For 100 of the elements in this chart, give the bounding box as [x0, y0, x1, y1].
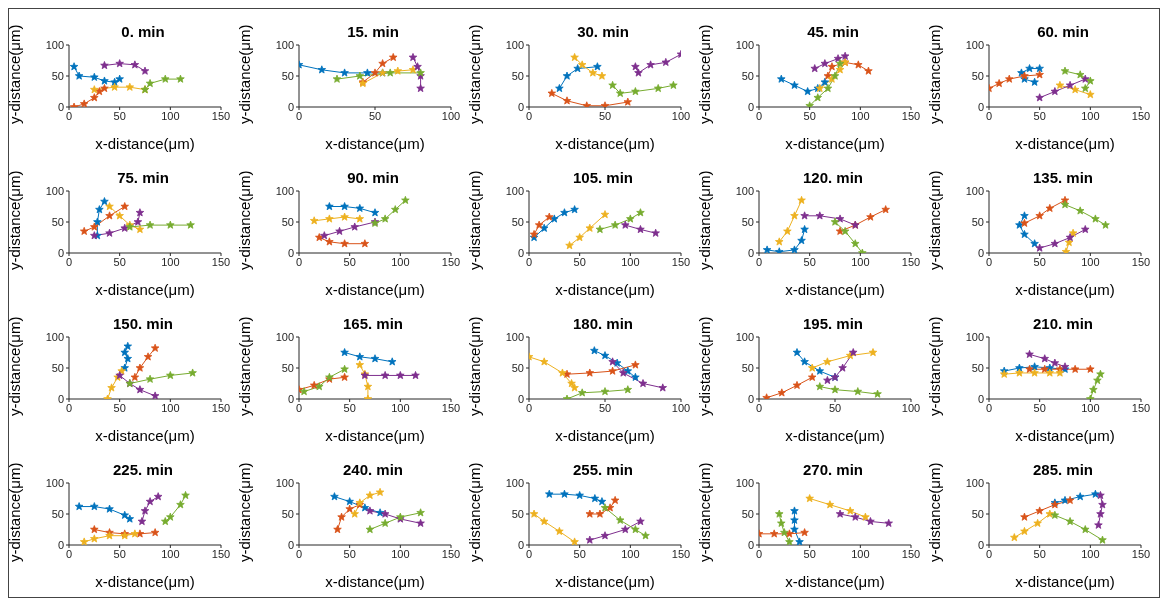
chart-title: 75. min [116, 169, 170, 186]
y-tick-label: 100 [275, 330, 294, 343]
chart-title: 225. min [112, 461, 174, 478]
y-tick-label: 50 [511, 215, 524, 228]
y-tick-label: 100 [45, 476, 64, 489]
x-tick-label: 100 [671, 109, 691, 122]
y-tick-label: 50 [741, 215, 754, 228]
y-tick-label: 100 [735, 330, 754, 343]
x-axis-title: x-distance(μm) [785, 135, 885, 152]
y-tick-label: 100 [965, 330, 984, 343]
y-tick-label: 0 [57, 392, 64, 405]
x-tick-label: 150 [441, 255, 461, 268]
x-tick-label: 50 [343, 547, 356, 560]
x-axis-title: x-distance(μm) [95, 135, 195, 152]
x-tick-label: 50 [113, 401, 126, 414]
x-tick-label: 150 [1131, 255, 1151, 268]
chart-title: 90. min [346, 169, 400, 186]
y-axis-title: y-distance(μm) [6, 24, 24, 124]
y-tick-label: 50 [741, 361, 754, 374]
y-axis-title: y-distance(μm) [236, 170, 254, 270]
chart-title: 120. min [802, 169, 864, 186]
x-axis-title: x-distance(μm) [95, 573, 195, 590]
x-tick-label: 150 [441, 547, 461, 560]
x-tick-label: 0 [985, 255, 993, 268]
y-axis-title: y-distance(μm) [466, 24, 484, 124]
x-tick-label: 100 [851, 547, 870, 560]
x-tick-label: 150 [211, 401, 231, 414]
x-tick-label: 50 [113, 547, 126, 560]
x-axis-title: x-distance(μm) [1015, 573, 1115, 590]
x-axis-title: x-distance(μm) [1015, 135, 1115, 152]
y-tick-label: 100 [505, 476, 524, 489]
x-tick-label: 100 [391, 401, 410, 414]
y-tick-label: 0 [977, 246, 984, 259]
chart-title: 165. min [342, 315, 404, 332]
x-tick-label: 100 [621, 255, 640, 268]
x-axis-title: x-distance(μm) [785, 427, 885, 444]
chart-title: 270. min [802, 461, 864, 478]
y-tick-label: 50 [511, 507, 524, 520]
chart-title: 180. min [572, 315, 634, 332]
x-tick-label: 0 [295, 401, 303, 414]
x-tick-label: 150 [901, 255, 921, 268]
x-tick-label: 100 [441, 109, 461, 122]
y-tick-label: 50 [51, 69, 64, 82]
y-axis-title: y-distance(μm) [696, 462, 714, 562]
y-tick-label: 0 [517, 246, 524, 259]
x-tick-label: 150 [1131, 401, 1151, 414]
y-axis-title: y-distance(μm) [236, 316, 254, 416]
x-tick-label: 150 [901, 547, 921, 560]
x-axis-title: x-distance(μm) [555, 427, 655, 444]
x-tick-label: 150 [211, 547, 231, 560]
chart-title: 240. min [342, 461, 404, 478]
y-tick-label: 100 [735, 476, 754, 489]
y-tick-label: 50 [971, 215, 984, 228]
x-axis-title: x-distance(μm) [95, 427, 195, 444]
y-tick-label: 100 [275, 184, 294, 197]
y-tick-label: 100 [45, 184, 64, 197]
x-tick-label: 100 [1081, 547, 1100, 560]
y-tick-label: 100 [505, 330, 524, 343]
x-tick-label: 100 [851, 255, 870, 268]
y-tick-label: 0 [287, 246, 294, 259]
x-tick-label: 150 [211, 255, 231, 268]
y-tick-label: 0 [747, 392, 754, 405]
y-axis-title: y-distance(μm) [236, 462, 254, 562]
y-tick-label: 100 [505, 38, 524, 51]
x-tick-label: 0 [295, 255, 303, 268]
x-tick-label: 150 [441, 401, 461, 414]
x-tick-label: 100 [671, 401, 691, 414]
y-tick-label: 0 [977, 538, 984, 551]
chart-title: 30. min [576, 23, 630, 40]
x-tick-label: 0 [65, 109, 73, 122]
x-tick-label: 150 [1131, 547, 1151, 560]
x-tick-label: 0 [525, 109, 533, 122]
y-tick-label: 50 [281, 361, 294, 374]
chart-title: 45. min [806, 23, 860, 40]
x-tick-label: 150 [671, 547, 691, 560]
x-tick-label: 0 [525, 401, 533, 414]
x-axis-title: x-distance(μm) [785, 573, 885, 590]
x-axis-title: x-distance(μm) [325, 427, 425, 444]
y-tick-label: 50 [971, 361, 984, 374]
x-tick-label: 0 [65, 547, 73, 560]
y-tick-label: 50 [741, 69, 754, 82]
x-tick-label: 0 [65, 401, 73, 414]
x-tick-label: 50 [573, 547, 586, 560]
x-axis-title: x-distance(μm) [325, 135, 425, 152]
chart-title: 60. min [1036, 23, 1090, 40]
y-tick-label: 0 [747, 246, 754, 259]
y-tick-label: 50 [741, 507, 754, 520]
chart-title: 285. min [1032, 461, 1094, 478]
y-tick-label: 0 [287, 538, 294, 551]
y-tick-label: 0 [977, 392, 984, 405]
x-tick-label: 100 [1081, 109, 1100, 122]
x-tick-label: 0 [985, 547, 993, 560]
y-tick-label: 50 [51, 507, 64, 520]
x-tick-label: 50 [803, 109, 816, 122]
chart-title: 210. min [1032, 315, 1094, 332]
x-axis-title: x-distance(μm) [555, 281, 655, 298]
x-tick-label: 100 [901, 401, 921, 414]
x-tick-label: 100 [391, 255, 410, 268]
y-tick-label: 100 [965, 476, 984, 489]
x-axis-title: x-distance(μm) [325, 573, 425, 590]
